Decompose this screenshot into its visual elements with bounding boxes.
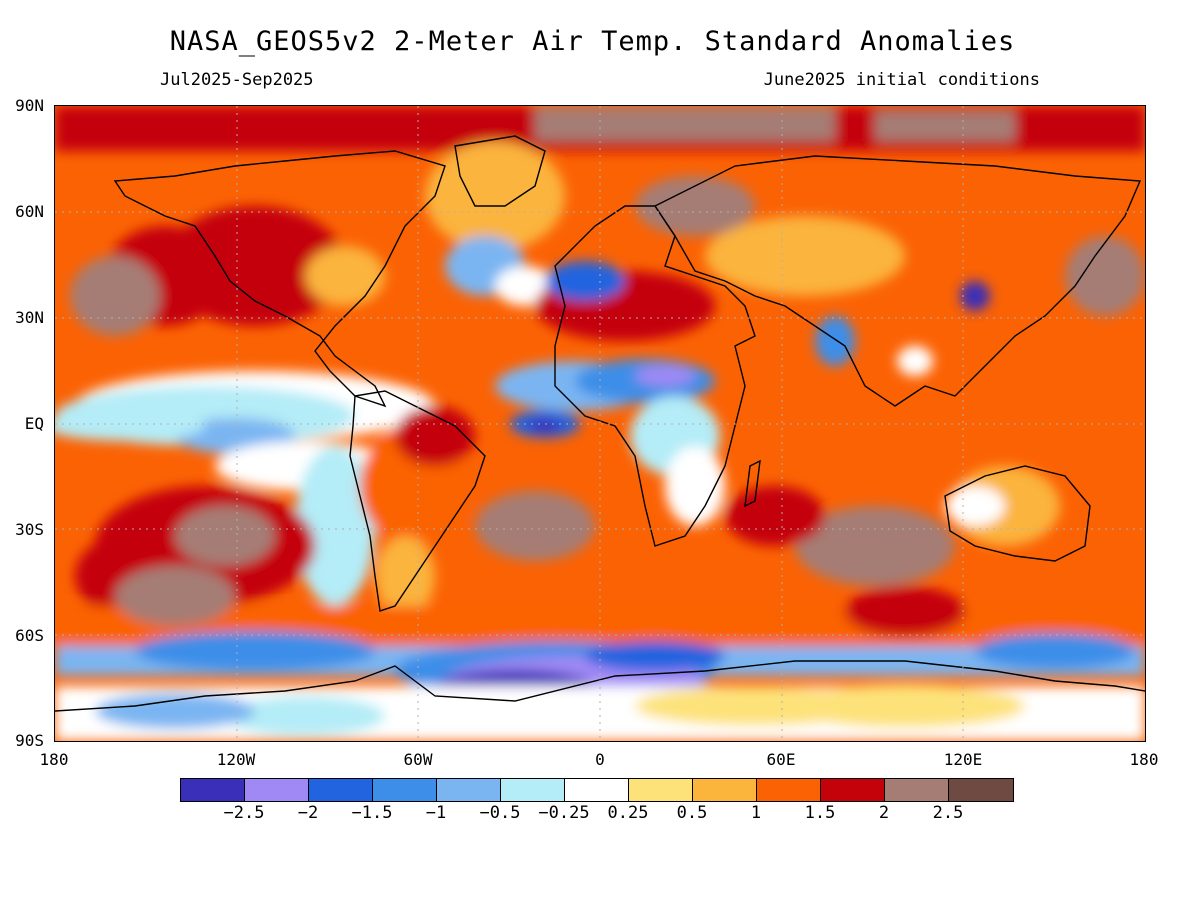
lat-label-30s: 30S (15, 520, 44, 539)
colorbar-label: 0.25 (607, 803, 649, 823)
colorbar-label: −2 (297, 803, 319, 823)
lon-label-120e: 120E (943, 750, 983, 769)
colorbar-swatch (373, 779, 437, 801)
colorbar (180, 778, 1014, 802)
colorbar-swatch (309, 779, 373, 801)
colorbar-swatch (501, 779, 565, 801)
colorbar-label: −1.5 (351, 803, 393, 823)
colorbar-swatch (629, 779, 693, 801)
lon-label-0: 0 (595, 750, 605, 769)
colorbar-swatch (245, 779, 309, 801)
lat-label-60s: 60S (15, 626, 44, 645)
colorbar-label: −0.25 (538, 803, 590, 823)
lon-label-120w: 120W (216, 750, 256, 769)
colorbar-label: −0.5 (479, 803, 521, 823)
lon-label-180e: 180 (1129, 750, 1159, 769)
colorbar-label: −2.5 (223, 803, 265, 823)
anomaly-map (55, 106, 1145, 741)
colorbar-label: 2 (878, 803, 890, 823)
colorbar-swatch (821, 779, 885, 801)
colorbar-swatch (757, 779, 821, 801)
initial-conditions: June2025 initial conditions (763, 70, 1040, 90)
colorbar-label: −1 (425, 803, 447, 823)
colorbar-swatch (693, 779, 757, 801)
colorbar-swatch (565, 779, 629, 801)
colorbar-label: 1 (750, 803, 762, 823)
lat-label-eq: EQ (24, 414, 44, 433)
lat-label-90n: 90N (15, 96, 44, 115)
colorbar-label: 0.5 (676, 803, 708, 823)
forecast-period: Jul2025-Sep2025 (160, 70, 314, 90)
colorbar-swatch (949, 779, 1013, 801)
lat-label-30n: 30N (15, 308, 44, 327)
lon-label-180w: 180 (39, 750, 69, 769)
lat-label-90s: 90S (15, 731, 44, 750)
lon-label-60e: 60E (766, 750, 796, 769)
colorbar-swatch (181, 779, 245, 801)
colorbar-label: 2.5 (932, 803, 964, 823)
colorbar-label: 1.5 (804, 803, 836, 823)
colorbar-swatch (885, 779, 949, 801)
lat-label-60n: 60N (15, 202, 44, 221)
lon-label-60w: 60W (403, 750, 433, 769)
colorbar-swatch (437, 779, 501, 801)
map-title: NASA_GEOS5v2 2-Meter Air Temp. Standard … (169, 26, 1016, 57)
